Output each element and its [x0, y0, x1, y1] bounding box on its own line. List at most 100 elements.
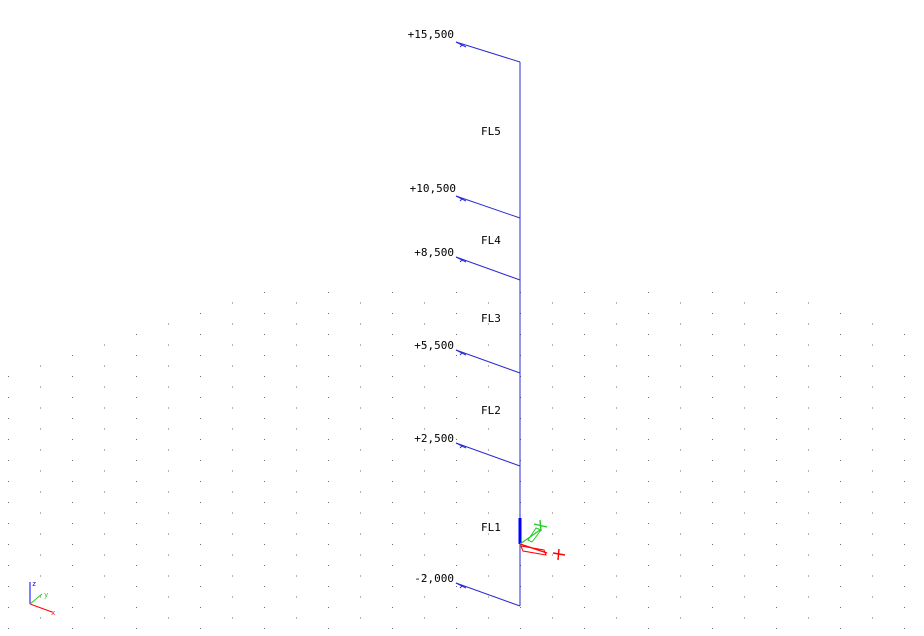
grid-dot — [808, 554, 809, 556]
grid-dot — [328, 523, 329, 524]
grid-dot — [840, 544, 841, 545]
grid-dot — [488, 365, 489, 367]
grid-dot — [424, 533, 425, 535]
grid-dot — [296, 344, 297, 346]
grid-dot — [648, 418, 649, 419]
grid-dot — [168, 617, 169, 619]
grid-dot — [680, 302, 681, 304]
grid-dot — [296, 533, 297, 535]
grid-dot — [840, 418, 841, 419]
grid-dot — [360, 533, 361, 535]
grid-dot — [360, 323, 361, 325]
grid-dot — [488, 323, 489, 325]
grid-dot — [840, 334, 841, 335]
grid-dot — [872, 344, 873, 346]
grid-dot — [648, 628, 649, 629]
grid-dot — [360, 575, 361, 577]
grid-dot — [584, 544, 585, 545]
grid-dot — [872, 323, 873, 325]
grid-dot — [456, 376, 457, 377]
grid-dot — [552, 575, 553, 577]
level-marker[interactable]: -2,000 — [414, 572, 521, 607]
grid-dot — [616, 554, 617, 556]
grid-dot — [200, 607, 201, 608]
grid-dot — [232, 491, 233, 493]
grid-dot — [264, 355, 265, 356]
grid-dot — [456, 418, 457, 419]
grid-dot — [296, 407, 297, 409]
grid-dot — [712, 418, 713, 419]
grid-dot — [680, 428, 681, 430]
grid-dot — [616, 344, 617, 346]
grid-dot — [72, 502, 73, 503]
grid-dot — [840, 523, 841, 524]
grid-dot — [648, 397, 649, 398]
ucs-gizmo[interactable] — [518, 518, 566, 561]
grid-dot — [40, 575, 41, 577]
grid-dot — [584, 418, 585, 419]
grid-dot — [776, 607, 777, 608]
level-marker[interactable]: +15,500 — [408, 28, 521, 63]
grid-dot — [488, 344, 489, 346]
grid-dot — [712, 523, 713, 524]
grid-dot — [328, 313, 329, 314]
level-marker[interactable]: +10,500 — [410, 182, 521, 219]
level-marker[interactable]: +8,500 — [414, 246, 521, 281]
grid-dot — [104, 365, 105, 367]
grid-dot — [8, 397, 9, 398]
grid-dot — [680, 491, 681, 493]
grid-dot — [456, 292, 457, 293]
grid-dot — [392, 565, 393, 566]
floor-label: FL2 — [481, 404, 501, 417]
grid-dot — [552, 512, 553, 514]
grid-dot — [904, 460, 905, 461]
axis-indicator: z y x — [29, 580, 55, 616]
grid-dot — [680, 386, 681, 388]
grid-dot — [200, 313, 201, 314]
grid-dot — [648, 460, 649, 461]
grid-dot — [232, 323, 233, 325]
grid-dot — [200, 418, 201, 419]
grid-dot — [712, 607, 713, 608]
grid-dot — [424, 554, 425, 556]
grid-dot — [168, 449, 169, 451]
grid-dot — [296, 428, 297, 430]
grid-dot — [552, 386, 553, 388]
level-marker[interactable]: +5,500 — [414, 339, 521, 374]
grid-dot — [200, 502, 201, 503]
floor-label: FL5 — [481, 125, 501, 138]
grid-dot — [360, 365, 361, 367]
grid-dot — [136, 586, 137, 587]
grid-dot — [808, 470, 809, 472]
grid-dot — [712, 355, 713, 356]
grid-dot — [904, 523, 905, 524]
grid-dot — [360, 302, 361, 304]
grid-dot — [808, 575, 809, 577]
grid-dot — [200, 628, 201, 629]
level-marker[interactable]: +2,500 — [414, 432, 521, 467]
grid-dot — [840, 607, 841, 608]
grid-dot — [264, 376, 265, 377]
grid-dot — [296, 596, 297, 598]
grid-dot — [744, 470, 745, 472]
grid-dot — [808, 365, 809, 367]
grid-dot — [264, 439, 265, 440]
grid-dot — [232, 407, 233, 409]
grid-dot — [744, 365, 745, 367]
grid-dot — [776, 313, 777, 314]
grid-dot — [904, 586, 905, 587]
grid-dot — [104, 449, 105, 451]
grid-dot — [776, 628, 777, 629]
grid-dot — [328, 460, 329, 461]
grid-dot — [296, 323, 297, 325]
grid-dot — [840, 586, 841, 587]
grid-dot — [104, 596, 105, 598]
grid-dot — [872, 512, 873, 514]
grid-dot — [904, 607, 905, 608]
grid-dot — [360, 407, 361, 409]
grid-dot — [552, 470, 553, 472]
grid-dot — [328, 418, 329, 419]
grid-dot — [360, 470, 361, 472]
grid-dot — [296, 617, 297, 619]
